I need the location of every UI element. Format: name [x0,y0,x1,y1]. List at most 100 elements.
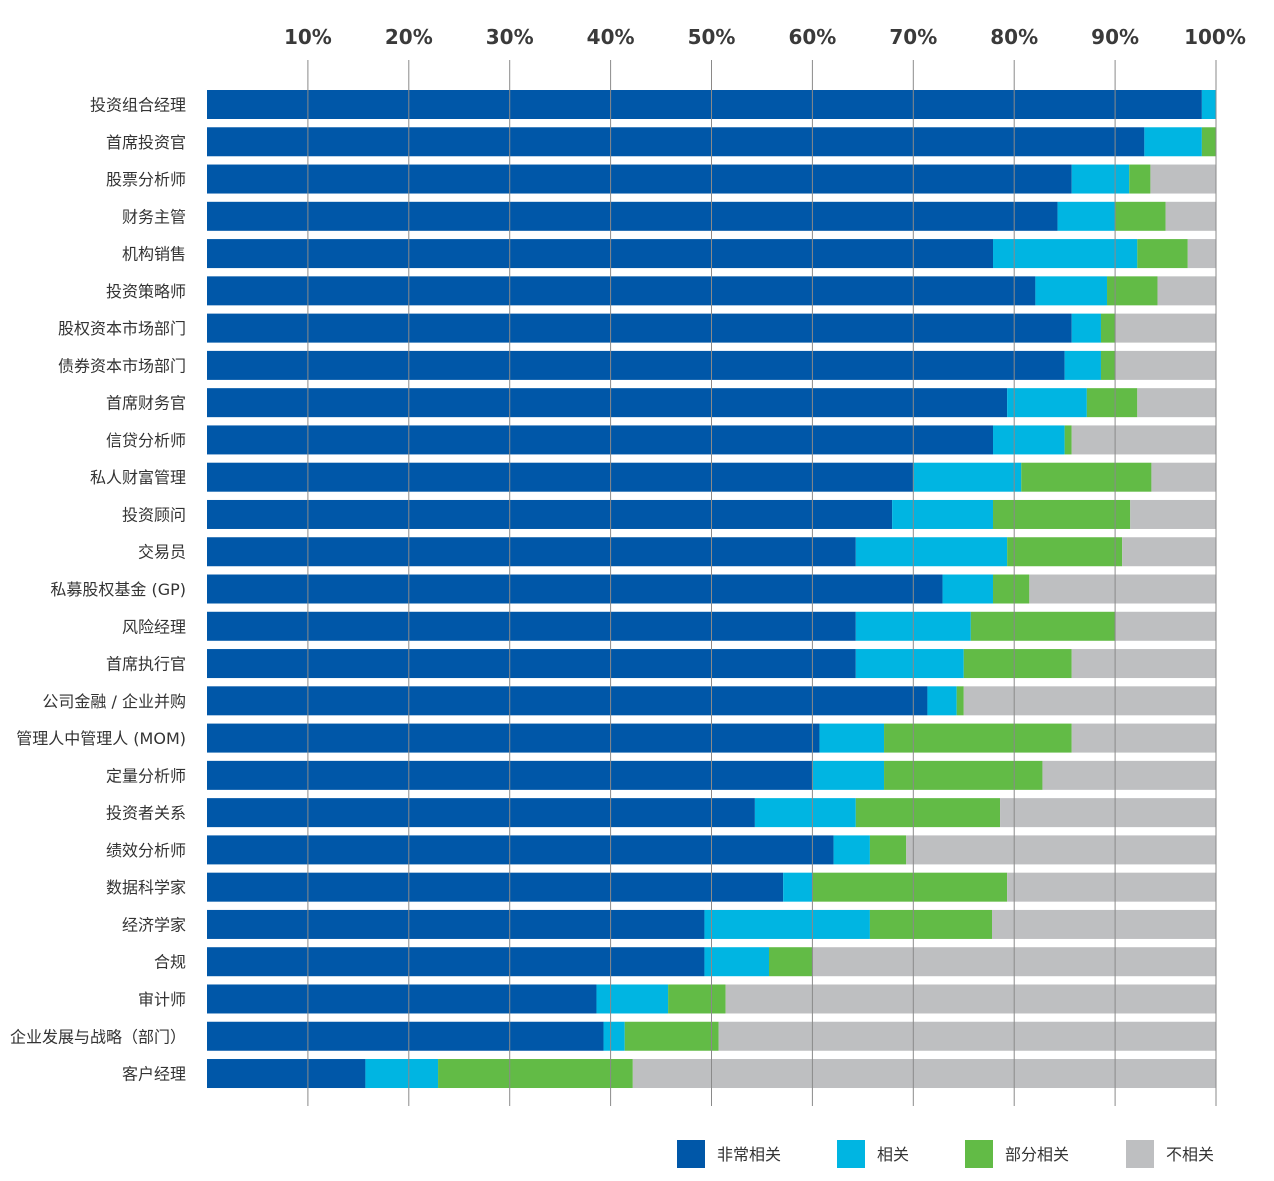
bar-segment-10-series-2 [993,425,1065,455]
bar-segment-4-series-2 [1057,201,1116,231]
category-label: 股票分析师 [106,170,186,189]
bar-segment-23-series-2 [704,909,870,939]
bar-segment-1-series-1 [207,90,1202,119]
bar-segment-26-series-4 [718,1021,1216,1051]
bar-segment-11-series-2 [913,462,1022,492]
bar-segment-5-series-2 [993,239,1138,269]
category-label: 投资顾问 [122,505,186,524]
bar-segment-12-series-2 [892,499,994,529]
bar-segment-17-series-2 [927,686,957,716]
category-label: 管理人中管理人 (MOM) [16,729,186,748]
bar-segment-24-series-3 [769,947,813,977]
category-label: 股权资本市场部门 [58,319,186,338]
bar-segment-13-series-3 [1007,537,1123,567]
bar-segment-18-series-1 [207,723,820,753]
bar-segment-15-series-3 [970,611,1116,641]
bar-segment-18-series-2 [819,723,885,753]
bar-segment-2-series-3 [1201,127,1216,157]
legend-label-3: 部分相关 [1005,1145,1069,1164]
bar-segment-24-series-2 [704,947,770,977]
x-tick-label: 30% [486,25,534,49]
bar-segment-23-series-4 [992,909,1216,939]
bar-segment-26-series-2 [603,1021,625,1051]
category-label: 绩效分析师 [106,841,186,860]
bar-segment-12-series-4 [1130,499,1216,529]
bar-segment-4-series-4 [1165,201,1216,231]
bar-segment-21-series-1 [207,835,834,865]
bar-segment-22-series-3 [812,872,1008,902]
bar-segment-3-series-4 [1150,164,1216,194]
bar-segment-12-series-1 [207,499,893,529]
bar-segment-8-series-2 [1064,350,1101,380]
bar-segment-25-series-2 [596,984,669,1014]
bar-segment-2-series-1 [207,127,1145,157]
bar-segment-11-series-4 [1151,462,1216,492]
bar-segment-1-series-2 [1201,90,1216,119]
bar-segment-10-series-4 [1071,425,1216,455]
x-tick-label: 20% [385,25,433,49]
category-label: 投资策略师 [106,282,186,301]
legend-label-1: 非常相关 [717,1145,781,1164]
category-label: 机构销售 [122,245,186,264]
x-tick-label: 40% [587,25,635,49]
category-label: 债券资本市场部门 [58,356,186,375]
x-tick-label: 100% [1184,25,1246,49]
bar-segment-18-series-3 [884,723,1072,753]
x-tick-label: 80% [990,25,1038,49]
category-label: 私募股权基金 (GP) [50,580,186,599]
category-label: 财务主管 [122,207,186,226]
bar-segment-22-series-4 [1007,872,1216,902]
category-label: 合规 [154,953,186,972]
bar-segment-20-series-3 [855,798,1001,828]
bar-segment-21-series-3 [869,835,907,865]
legend-swatch-3 [965,1140,993,1168]
bar-segment-10-series-1 [207,425,994,455]
bar-segment-21-series-2 [833,835,870,865]
bar-segment-27-series-4 [632,1059,1216,1089]
gridlines [307,60,1217,1106]
bar-segment-8-series-4 [1115,350,1216,380]
bar-segment-6-series-3 [1107,276,1158,306]
bar-segment-20-series-4 [1000,798,1216,828]
x-tick-label: 10% [284,25,332,49]
bar-segment-19-series-3 [884,760,1043,790]
bar-segment-3-series-2 [1071,164,1130,194]
bar-segment-7-series-3 [1100,313,1116,343]
legend-swatch-2 [837,1140,865,1168]
bar-segment-4-series-1 [207,201,1058,231]
category-label: 数据科学家 [106,878,186,897]
category-label: 私人财富管理 [90,468,186,487]
bar-segment-22-series-1 [207,872,784,902]
bar-segment-7-series-4 [1115,313,1216,343]
x-tick-label: 90% [1091,25,1139,49]
bar-segment-7-series-2 [1071,313,1101,343]
bar-segment-17-series-3 [956,686,964,716]
bar-segment-6-series-1 [207,276,1036,306]
category-label: 公司金融 / 企业并购 [42,692,186,711]
bar-segment-12-series-3 [993,499,1131,529]
legend-swatch-4 [1126,1140,1154,1168]
bar-segment-8-series-1 [207,350,1065,380]
bar-segment-26-series-3 [624,1021,719,1051]
bar-segment-23-series-1 [207,909,705,939]
bar-segment-15-series-1 [207,611,856,641]
x-axis-tick-labels: 10% 20% 30% 40% 50% 60% 70% 80% 90% 100% [284,25,1246,49]
bar-segment-7-series-1 [207,313,1072,343]
bar-segment-14-series-3 [993,574,1030,604]
bar-segment-5-series-4 [1187,239,1216,269]
category-label: 信贷分析师 [106,431,186,450]
bar-segment-8-series-3 [1100,350,1116,380]
legend-swatch-1 [677,1140,705,1168]
bar-segment-23-series-3 [869,909,992,939]
bar-segment-20-series-2 [754,798,856,828]
bar-segment-21-series-4 [906,835,1216,865]
bar-segment-17-series-4 [963,686,1216,716]
category-label: 风险经理 [122,617,186,636]
bar-segment-27-series-3 [438,1059,633,1089]
bar-segment-22-series-2 [783,872,813,902]
bar-segment-14-series-4 [1029,574,1216,604]
bar-segment-16-series-2 [855,649,964,679]
bar-segment-20-series-1 [207,798,755,828]
bar-segment-11-series-1 [207,462,914,492]
bar-segment-27-series-2 [365,1059,439,1089]
